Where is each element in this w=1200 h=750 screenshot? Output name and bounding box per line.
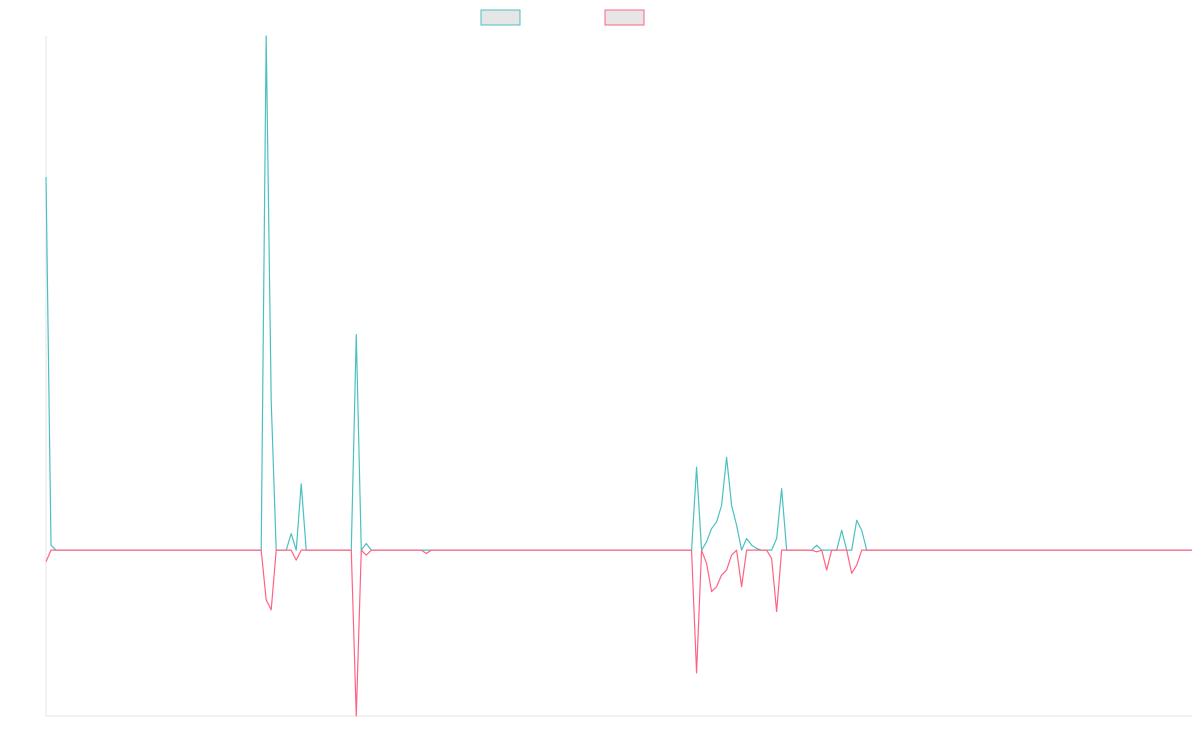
series-line-2 (45, 549, 1192, 717)
legend-swatch-series-1[interactable] (480, 9, 521, 26)
series-line-1 (45, 35, 1192, 551)
legend (480, 9, 645, 26)
axes (45, 36, 1192, 717)
legend-swatch-series-2[interactable] (604, 9, 645, 26)
series-layer (45, 35, 1192, 717)
